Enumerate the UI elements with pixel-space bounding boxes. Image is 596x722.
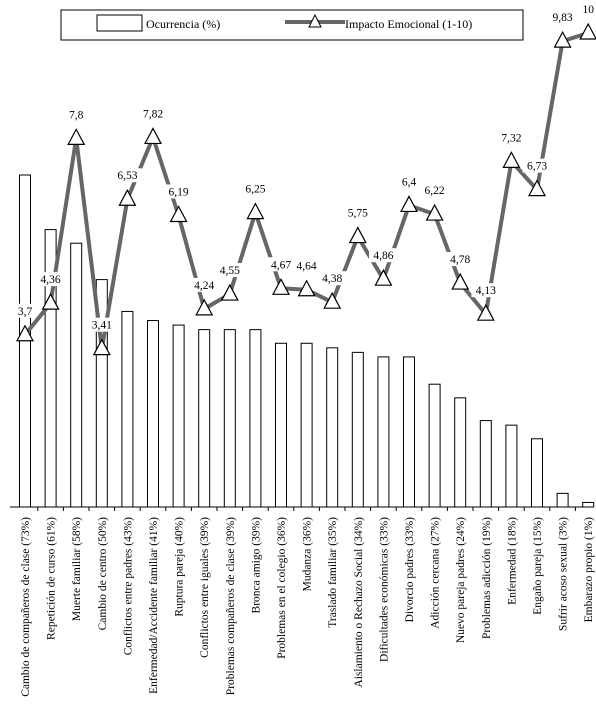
category-label: Adicción cercana (27%): [430, 517, 442, 629]
bar: [455, 398, 466, 507]
legend: Ocurrencia (%) Impacto Emocional (1-10): [61, 10, 523, 40]
category-label: Conflictos entre padres (43%): [122, 517, 134, 655]
data-label: 3,41: [92, 320, 112, 332]
data-label: 6,53: [117, 170, 137, 182]
data-label: 6,73: [527, 161, 547, 173]
bar: [173, 325, 184, 507]
data-label: 7,32: [501, 132, 521, 144]
bar: [506, 425, 517, 507]
impact-marker: [68, 129, 84, 144]
impact-marker: [580, 24, 596, 39]
category-label: Cambio de compañeros de clase (73%): [20, 517, 32, 697]
impact-marker: [171, 206, 187, 221]
bar: [122, 311, 133, 507]
bar: [557, 493, 568, 507]
impact-marker: [222, 285, 238, 300]
category-label: Mudanza (36%): [302, 517, 314, 592]
impact-marker: [503, 152, 519, 167]
data-label: 4,55: [220, 265, 240, 277]
bar: [352, 352, 363, 507]
data-label: 4,86: [373, 250, 393, 262]
impact-marker: [350, 228, 366, 243]
impact-line: [25, 33, 588, 349]
data-label: 6,19: [169, 186, 189, 198]
data-label: 6,4: [402, 176, 417, 188]
impact-marker: [401, 196, 417, 211]
impact-marker: [119, 190, 135, 205]
impact-marker: [145, 128, 161, 143]
bar: [301, 343, 312, 507]
category-label: Enfermedad/Accidente familiar (41%): [148, 517, 160, 694]
data-label: 3,7: [18, 306, 33, 318]
data-label: 7,8: [69, 109, 84, 121]
category-label: Problemas en el colegio (36%): [276, 517, 288, 659]
category-label: Cambio de centro (50%): [97, 517, 109, 631]
bar: [532, 439, 543, 507]
data-label: 4,24: [194, 280, 214, 292]
category-label: Aislamiento o Rechazo Social (34%): [353, 517, 365, 688]
category-label: Divorcio padres (33%): [404, 517, 416, 623]
category-label: Ruptura pareja (40%): [174, 517, 186, 617]
data-label: 4,36: [41, 274, 61, 286]
data-label: 4,67: [271, 259, 291, 271]
impact-marker: [247, 204, 263, 219]
data-label: 4,13: [476, 285, 496, 297]
category-label: Bronca amigo (39%): [250, 517, 262, 614]
bar: [276, 343, 287, 507]
category-label: Engaño pareja (15%): [532, 517, 544, 615]
category-label: Nuevo pareja padres (24%): [455, 517, 467, 643]
data-label: 7,82: [143, 108, 163, 120]
data-label: 9,83: [553, 12, 573, 24]
bar: [71, 243, 82, 507]
category-label: Muerte familiar (58%): [71, 517, 83, 621]
impact-marker: [452, 274, 468, 289]
bar: [429, 384, 440, 507]
data-label: 4,38: [322, 273, 342, 285]
category-label: Sufrir acoso sexual (3%): [558, 517, 570, 631]
bar: [250, 330, 261, 507]
category-label: Embarazo propio (1%): [583, 517, 595, 623]
legend-bar-label: Ocurrencia (%): [146, 17, 220, 31]
data-label: 6,22: [425, 185, 445, 197]
category-label: Problemas compañeros de clase (39%): [225, 517, 237, 695]
bar: [583, 502, 594, 507]
bar: [378, 357, 389, 507]
category-label: Conflictos entre iguales (39%): [199, 517, 211, 658]
data-label: 10: [582, 4, 594, 16]
data-label: 4,64: [297, 261, 317, 273]
bar: [199, 330, 210, 507]
data-label: 5,75: [348, 208, 368, 220]
bar: [480, 421, 491, 507]
category-label: Enfermedad (18%): [506, 517, 518, 605]
bar: [404, 357, 415, 507]
bar: [148, 321, 159, 507]
data-label: 4,78: [450, 254, 470, 266]
category-label: Dificultades económicas (33%): [378, 517, 390, 662]
category-label: Traslado familiar (35%): [327, 517, 339, 628]
plot-area: 3,7 4,36 7,8 3,41 6,53 7,82 6,19 4,24 4,55 6,25 4,…: [10, 2, 596, 697]
category-label: Problemas adicción (19%): [481, 517, 493, 639]
bar: [224, 330, 235, 507]
legend-line-label: Impacto Emocional (1-10): [345, 17, 472, 31]
bar: [327, 348, 338, 507]
category-label: Repetición de curso (61%): [46, 517, 58, 640]
data-label: 6,25: [245, 184, 265, 196]
legend-bar-swatch: [97, 15, 142, 31]
